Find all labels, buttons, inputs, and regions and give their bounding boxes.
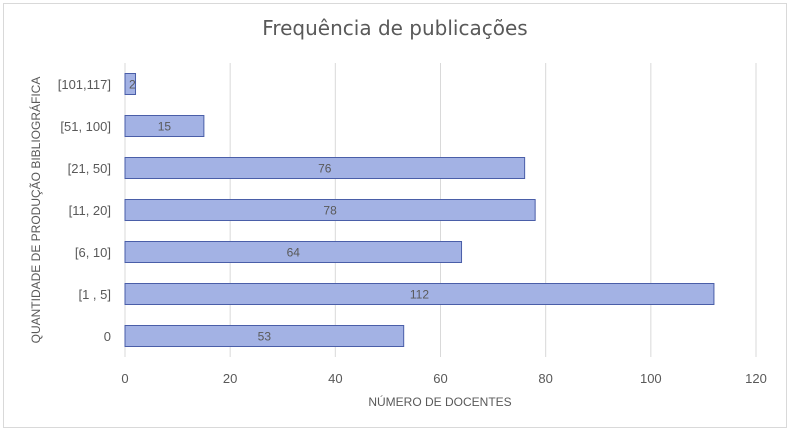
bar	[124, 241, 463, 263]
data-label: 112	[410, 288, 429, 302]
data-label: 64	[287, 246, 301, 260]
bar	[124, 73, 137, 95]
y-tick-label: [51, 100]	[60, 119, 111, 134]
x-tick-label: 100	[640, 371, 662, 386]
y-tick-label: [1 , 5]	[78, 287, 111, 302]
y-tick-label: [101,117]	[58, 77, 111, 92]
bars: 53 112 64 78 76 15 2	[124, 73, 715, 347]
x-tick-label: 60	[433, 371, 447, 386]
x-axis-title: NÚMERO DE DOCENTES	[368, 394, 511, 409]
bar	[124, 283, 715, 305]
x-tick-label: 0	[121, 371, 128, 386]
gridlines	[124, 63, 757, 357]
bar	[124, 157, 526, 179]
bar	[124, 199, 536, 221]
y-tick-label: [11, 20]	[69, 203, 111, 218]
y-axis-title: QUANTIDADE DE PRODUÇÃO BIBLIOGRÁFICA	[28, 77, 43, 344]
y-tick-label: [21, 50]	[68, 161, 111, 176]
data-label: 2	[129, 78, 136, 92]
data-label: 76	[318, 162, 332, 176]
x-tick-labels: 0 20 40 60 80 100 120	[121, 371, 766, 386]
data-label: 78	[323, 204, 337, 218]
x-tick-label: 120	[745, 371, 767, 386]
data-label: 53	[258, 330, 272, 344]
data-label: 15	[158, 120, 172, 134]
x-tick-label: 80	[538, 371, 552, 386]
y-tick-label: 0	[104, 329, 111, 344]
bar	[124, 325, 405, 347]
bar	[124, 115, 205, 137]
y-tick-label: [6, 10]	[75, 245, 111, 260]
y-tick-labels: 0 [1 , 5] [6, 10] [11, 20] [21, 50] [51, 100]…	[58, 77, 111, 344]
chart-title: Frequência de publicações	[262, 16, 527, 40]
x-tick-label: 40	[328, 371, 342, 386]
x-tick-label: 20	[223, 371, 237, 386]
